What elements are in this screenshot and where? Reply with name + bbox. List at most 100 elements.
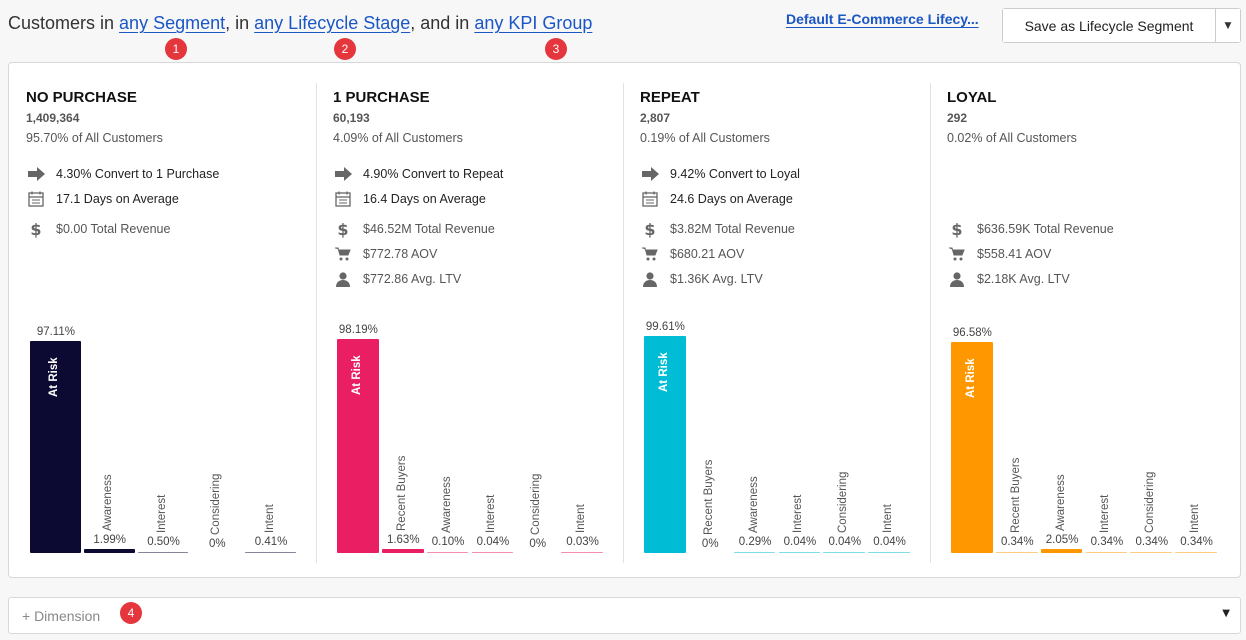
stage-metric: 16.4 Days on Average [333,190,486,208]
bar-interest[interactable] [1085,552,1128,553]
save-options-dropdown-button[interactable]: ▼ [1215,9,1240,42]
stage-count: 2,807 [640,111,671,125]
bar-considering[interactable] [1130,552,1173,553]
bar-at-risk[interactable] [644,335,686,553]
user-icon [333,270,353,288]
bar-category-label: Awareness [440,476,453,533]
bar-value-label: 97.11% [36,326,75,339]
bar-at-risk[interactable] [337,338,379,553]
bar-value-label: 0.03% [566,536,599,548]
stage-metric: 24.6 Days on Average [640,190,793,208]
stage-metric-text: 9.42% Convert to Loyal [670,167,800,181]
bar-awareness[interactable] [733,552,776,553]
bar-value-label: 0% [208,538,226,550]
filter-sentence: Customers in any Segment, in any Lifecyc… [8,13,592,34]
bar-value-label: 0.34% [1135,536,1169,548]
stage-metric-text: $558.41 AOV [977,247,1052,261]
bar-category-label: Intent [1189,504,1202,533]
stage-percent-of-customers: 4.09% of All Customers [333,131,463,145]
bar-at-risk[interactable] [30,341,81,553]
arrow-right-icon [333,165,353,183]
bar-value-label: 0.04% [828,536,862,548]
bar-at-risk[interactable] [951,342,993,553]
bar-category-label: At Risk [964,358,977,399]
bar-category-label: Awareness [747,476,760,533]
bar-value-label: 0% [529,538,547,550]
bar-value-label: 2.05% [1045,533,1079,546]
stage-metric: $ $0.00 Total Revenue [26,220,170,238]
bar-recent-buyers[interactable] [381,549,424,553]
stage-metric: $680.21 AOV [640,245,744,263]
stage-title: 1 PURCHASE [333,89,430,106]
calendar-icon [26,190,46,208]
stage-metric: $1.36K Avg. LTV [640,270,763,288]
stage-metric-text: $0.00 Total Revenue [56,222,171,236]
stage-count: 292 [947,111,968,125]
save-lifecycle-segment-group: Save as Lifecycle Segment ▼ [1002,8,1241,43]
stage-percent-of-customers: 0.02% of All Customers [947,131,1077,145]
stage-column-loyal: LOYAL 292 0.02% of All Customers $ $636.59K … [930,63,1237,579]
bar-intent[interactable] [245,552,296,553]
user-icon [947,270,967,288]
bar-category-label: Considering [1144,471,1157,533]
bar-category-label: Intent [263,504,276,533]
bar-value-label: 0.34% [1000,536,1034,548]
bar-interest[interactable] [471,552,514,553]
stage-metric: $772.78 AOV [333,245,437,263]
bar-value-label: 99.61% [645,320,685,333]
lifecycle-stage-filter-link[interactable]: any Lifecycle Stage [254,13,411,33]
bar-value-label: 0.50% [147,536,180,548]
stage-metric: 4.30% Convert to 1 Purchase [26,165,219,183]
bar-intent[interactable] [1175,552,1217,553]
calendar-icon [333,190,353,208]
stage-metric-text: $772.86 Avg. LTV [363,272,462,286]
bar-intent[interactable] [561,552,603,553]
svg-text:$: $ [951,221,962,238]
stage-metric: 9.42% Convert to Loyal [640,165,800,183]
stage-divider [623,83,624,563]
bar-awareness[interactable] [1040,548,1083,553]
stage-metric-text: 16.4 Days on Average [363,192,486,206]
sentence-prefix: Customers in [8,13,115,33]
svg-text:$: $ [644,221,655,238]
segment-filter-link[interactable]: any Segment [119,13,226,33]
step-badge-2: 2 [334,38,356,60]
stage-metric-text: $2.18K Avg. LTV [977,272,1070,286]
sentence-separator-2: , and in [410,13,470,33]
step-badge-4: 4 [120,602,142,624]
bar-category-label: Awareness [1054,473,1067,531]
bar-value-label: 0.29% [738,536,772,548]
bar-category-label: Recent Buyers [1009,457,1022,533]
bar-value-label: 0% [701,538,719,550]
bar-interest[interactable] [137,552,189,553]
bar-recent-buyers[interactable] [995,552,1038,553]
svg-text:$: $ [30,221,41,238]
lifecycle-stages-panel: NO PURCHASE 1,409,364 95.70% of All Custom… [8,62,1241,578]
bar-category-label: At Risk [350,355,363,395]
bar-awareness[interactable] [426,552,469,553]
bar-value-label: 1.99% [93,533,126,546]
save-lifecycle-segment-button[interactable]: Save as Lifecycle Segment [1003,9,1215,42]
stage-metric: $ $636.59K Total Revenue [947,220,1113,238]
bar-awareness[interactable] [83,548,135,553]
dollar-icon: $ [26,220,46,238]
bar-considering[interactable] [823,552,866,553]
stage-metric-text: $1.36K Avg. LTV [670,272,763,286]
bar-value-label: 98.19% [338,323,378,336]
stage-divider [316,83,317,563]
stage-column-repeat: REPEAT 2,807 0.19% of All Customers 9.42% C… [623,63,930,579]
stage-metric-text: $680.21 AOV [670,247,745,261]
kpi-group-filter-link[interactable]: any KPI Group [474,13,593,33]
stage-metric-text: 24.6 Days on Average [670,192,793,206]
add-dimension-dropdown[interactable]: + Dimension 4 ▼ [8,597,1241,634]
bar-interest[interactable] [778,552,821,553]
stage-metric-text: $772.78 AOV [363,247,438,261]
stage-metric-text: 4.90% Convert to Repeat [363,167,504,181]
arrow-right-icon [640,165,660,183]
stage-metric: $558.41 AOV [947,245,1051,263]
lifecycle-name-link[interactable]: Default E-Commerce Lifecy... [786,11,979,27]
bar-category-label: Considering [837,471,850,533]
stage-metric-text: $46.52M Total Revenue [363,222,495,236]
bar-category-label: Considering [530,473,543,535]
bar-intent[interactable] [868,552,910,553]
